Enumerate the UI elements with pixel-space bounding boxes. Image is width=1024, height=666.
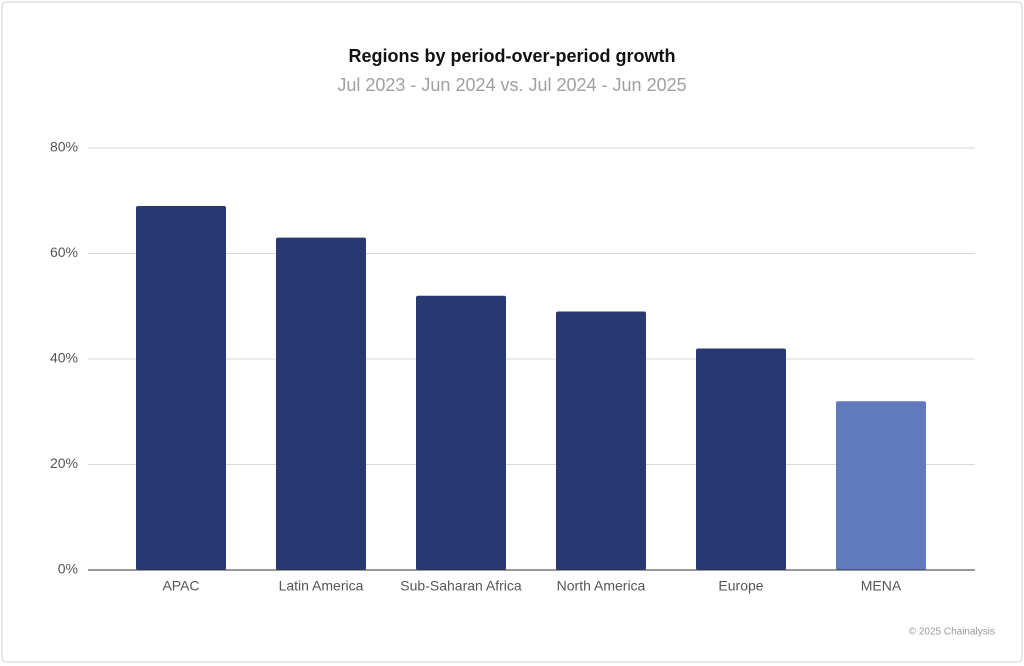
y-tick-label: 60% bbox=[50, 244, 78, 260]
bar bbox=[696, 348, 786, 570]
y-tick-label: 0% bbox=[58, 561, 78, 577]
y-tick-label: 80% bbox=[50, 139, 78, 155]
chart-title: Regions by period-over-period growth bbox=[348, 46, 675, 66]
x-tick-label: Latin America bbox=[279, 578, 364, 594]
bar bbox=[276, 237, 366, 571]
bar bbox=[836, 401, 926, 570]
y-tick-label: 40% bbox=[50, 350, 78, 366]
y-tick-label: 20% bbox=[50, 455, 78, 471]
x-tick-label: Europe bbox=[718, 578, 763, 594]
bar bbox=[136, 206, 226, 570]
x-tick-label: MENA bbox=[861, 578, 902, 594]
x-tick-label: North America bbox=[557, 578, 646, 594]
bar bbox=[556, 311, 646, 570]
x-tick-label: APAC bbox=[162, 578, 199, 594]
source: © 2025 Chainalysis bbox=[909, 627, 995, 638]
x-tick-label: Sub-Saharan Africa bbox=[400, 578, 522, 594]
bar bbox=[416, 295, 506, 570]
chart-subtitle: Jul 2023 - Jun 2024 vs. Jul 2024 - Jun 2… bbox=[337, 75, 686, 95]
